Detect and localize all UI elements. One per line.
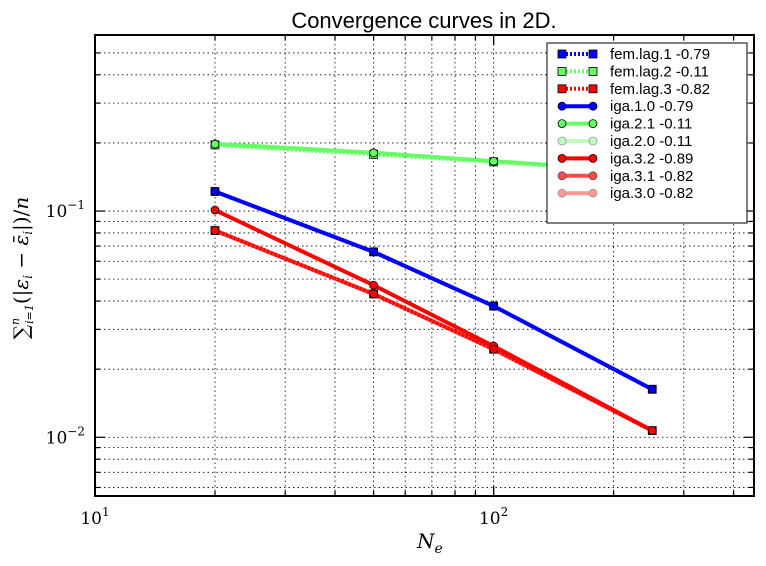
legend-label: fem.lag.1 -0.79 <box>610 46 710 63</box>
legend-entry <box>557 49 598 59</box>
legend-marker <box>588 153 598 163</box>
legend-marker <box>588 136 598 146</box>
legend-label: iga.2.1 -0.11 <box>610 116 692 133</box>
legend-label: fem.lag.2 -0.11 <box>610 63 709 80</box>
legend-marker <box>557 153 567 163</box>
x-axis-label: Ne <box>416 529 443 557</box>
legend-marker <box>588 67 598 76</box>
legend-box <box>546 42 748 224</box>
data-point <box>210 139 220 149</box>
legend-marker <box>557 49 567 59</box>
legend-marker <box>557 188 567 198</box>
data-point <box>489 344 499 354</box>
data-point <box>647 426 657 436</box>
ticks: 101 102 10−1 10−2 <box>46 35 754 529</box>
legend-label: iga.2.0 -0.11 <box>610 133 692 150</box>
legend-marker <box>557 84 567 94</box>
data-point <box>369 247 379 257</box>
legend-label: iga.3.0 -0.82 <box>610 185 693 202</box>
series-line <box>214 228 654 433</box>
data-point <box>210 226 220 235</box>
y-tick-label: 10−1 <box>46 198 85 222</box>
x-tick-label: 101 <box>80 505 109 529</box>
y-tick-label: 10−2 <box>46 424 85 448</box>
data-point <box>489 344 499 354</box>
legend-entry <box>557 188 598 198</box>
data-point <box>489 156 499 166</box>
legend-marker <box>557 119 567 128</box>
series-iga.3.1 <box>210 226 657 436</box>
legend-entry <box>557 171 598 181</box>
legend-marker <box>588 84 598 94</box>
legend-marker <box>588 188 598 198</box>
legend-marker <box>557 136 567 146</box>
data-point <box>647 426 657 436</box>
legend-entry <box>557 101 598 111</box>
series-iga.1.0 <box>210 187 657 394</box>
legend-entry <box>557 84 598 94</box>
legend-label: iga.3.1 -0.82 <box>610 168 693 185</box>
legend-marker <box>557 67 567 76</box>
legend-entry <box>557 67 598 76</box>
legend-entry <box>557 153 598 163</box>
data-point <box>489 301 499 311</box>
data-point <box>210 205 220 215</box>
plot-frame <box>94 34 755 497</box>
series-line <box>214 189 654 392</box>
legend-label: iga.3.2 -0.89 <box>610 150 693 167</box>
legend-entry <box>557 136 598 146</box>
legend-marker <box>588 49 598 59</box>
data-point <box>369 289 379 299</box>
data-point <box>369 280 379 290</box>
series-iga.3.0 <box>210 226 657 436</box>
data-point <box>369 148 379 158</box>
svg-text:∑ni=1(|εi − ε̄i|)/n: ∑ni=1(|εi − ε̄i|)/n <box>9 197 36 339</box>
legend-marker <box>557 101 567 111</box>
legend-marker <box>557 171 567 181</box>
legend-label: iga.1.0 -0.79 <box>610 98 693 115</box>
data-point <box>210 187 220 196</box>
data-point <box>647 384 657 394</box>
data-point <box>489 156 499 166</box>
x-tick-label: 102 <box>479 505 508 529</box>
data-point <box>210 140 220 149</box>
data-point <box>369 289 379 299</box>
legend-marker <box>588 101 598 111</box>
data-point <box>369 148 379 158</box>
series-line <box>214 228 654 433</box>
legend-label: fem.lag.3 -0.82 <box>610 81 710 98</box>
series-line <box>214 228 654 433</box>
data-point <box>210 226 220 235</box>
legend-entry <box>557 119 598 128</box>
y-axis-label: ∑ni=1(|εi − ε̄i|)/n <box>9 197 36 339</box>
chart-title: Convergence curves in 2D. <box>291 8 556 33</box>
legend-marker <box>588 171 598 181</box>
legend-marker <box>588 119 598 128</box>
